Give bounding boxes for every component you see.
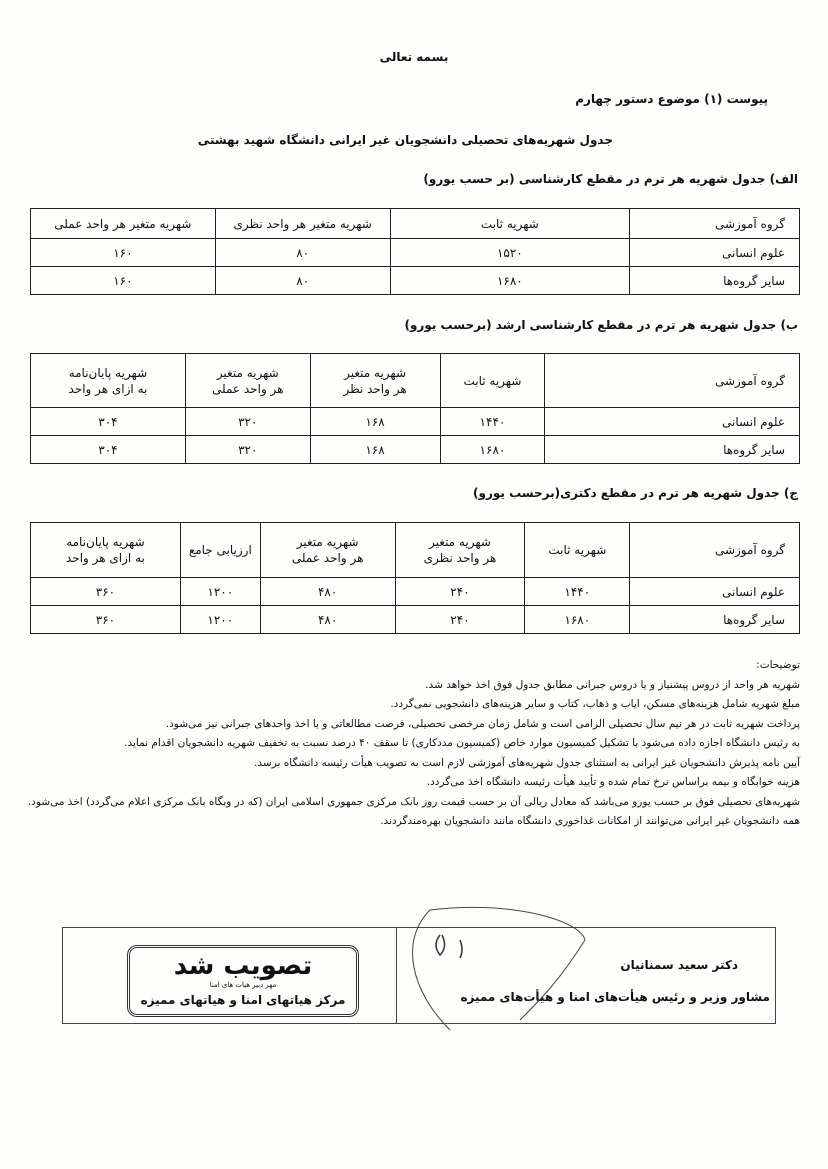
- table-cell: ۳۰۴: [30, 407, 186, 436]
- table-cell: علوم انسانی: [544, 407, 800, 436]
- table-row: علوم انسانی ۱۴۴۰ ۱۶۸ ۳۲۰ ۳۰۴: [30, 407, 800, 436]
- table-cell: ۱۵۲۰: [389, 238, 631, 267]
- table-cell: ۳۰۴: [30, 435, 186, 464]
- note-item: همه دانشجویان غیر ایرانی می‌توانند از ام…: [380, 815, 800, 827]
- table-cell: ۱۲۰۰: [179, 577, 261, 606]
- header-text: شهریه ثابت: [463, 373, 522, 388]
- note-item: هزینه خوابگاه و بیمه براساس نرخ تمام شده…: [426, 776, 800, 788]
- table-cell: ۱۶۰: [30, 238, 216, 267]
- table-cell: ۱۶۸۰: [524, 605, 631, 634]
- table-c-caption: ج) جدول شهریه هر ترم در مقطع دکتری(برحسب…: [473, 486, 798, 500]
- header-text: گروه آموزشی: [714, 543, 785, 557]
- note-item: مبلغ شهریه شامل هزینه‌های مسکن، ایاب و ذ…: [390, 698, 800, 710]
- note-item: پرداخت شهریه ثابت در هر نیم سال تحصیلی ا…: [165, 717, 800, 730]
- table-cell: ۳۲۰: [184, 435, 311, 464]
- signature-box: [62, 927, 776, 1024]
- note-item: آیین نامه پذیرش دانشجویان غیر ایرانی به …: [254, 756, 800, 769]
- header-text: به ازای هر واحد: [65, 551, 145, 565]
- table-cell: ۱۶۸۰: [439, 435, 546, 464]
- header-text: شهریه متغیر هر واحد عملی: [54, 216, 192, 231]
- header-text: شهریه متغیر: [296, 535, 359, 549]
- header-cell: شهریه متغیر هر واحد نظر: [309, 353, 441, 408]
- signature-scribble: [412, 906, 586, 1031]
- header-text: شهریه متغیر: [344, 365, 407, 380]
- header-text: به ازای هر واحد: [68, 381, 148, 396]
- note-item: به رئیس دانشگاه اجازه داده می‌شود با تشک…: [124, 737, 800, 749]
- header-text: گروه آموزشی: [714, 373, 785, 388]
- header-cell: شهریه متغیر هر واحد نظری: [214, 208, 391, 239]
- table-a: گروه آموزشی شهریه ثابت شهریه متغیر هر واحد…: [30, 208, 800, 295]
- table-cell: ۸۰: [214, 266, 391, 295]
- stamp-small: مهر دبیر هیات های امنا: [209, 981, 277, 989]
- table-c: گروه آموزشی شهریه ثابت شهریه متغیر هر واحد …: [30, 522, 800, 634]
- notes-title: توضیحات:: [756, 659, 800, 671]
- table-cell: ۱۲۰۰: [179, 605, 261, 634]
- table-a-caption: الف) جدول شهریه هر ترم در مقطع کارشناسی …: [423, 172, 798, 186]
- header-cell: شهریه متغیر هر واحد عملی: [30, 208, 216, 239]
- header-text: شهریه متغیر: [429, 535, 491, 549]
- table-cell: ۱۴۴۰: [524, 577, 631, 606]
- bismillah: بسمه تعالی: [379, 50, 449, 64]
- header-cell: شهریه پایان‌نامه به ازای هر واحد: [30, 353, 186, 408]
- header-cell: ارزیابی جامع: [179, 522, 261, 578]
- note-item: شهریه هر واحد از دروس پیشنیاز و یا دروس …: [425, 678, 800, 691]
- header-cell: شهریه ثابت: [439, 353, 546, 408]
- table-cell: علوم انسانی: [629, 238, 800, 267]
- table-b: گروه آموزشی شهریه ثابت شهریه متغیر هر واحد …: [30, 353, 800, 464]
- table-cell: ۱۶۸: [309, 407, 441, 436]
- stamp-approved: تصویب شد: [173, 951, 313, 981]
- signatory-position: مشاور وزیر و رئیس هیأت‌های امنا و هیأت‌ه…: [460, 990, 770, 1004]
- stamp-org: مرکز هیاتهای امنا و هیاتهای ممیزه: [140, 993, 346, 1007]
- approval-stamp: تصویب شد مهر دبیر هیات های امنا مرکز هیا…: [127, 945, 359, 1017]
- table-cell: سایر گروه‌ها: [629, 605, 800, 634]
- header-cell: شهریه متغیر هر واحد عملی: [259, 522, 396, 578]
- table-row: سایر گروه‌ها ۱۶۸۰ ۱۶۸ ۳۲۰ ۳۰۴: [30, 435, 800, 464]
- header-text: هر واحد نظری: [423, 551, 497, 565]
- header-cell: گروه آموزشی: [629, 522, 800, 578]
- table-cell: ۱۶۸: [309, 435, 441, 464]
- table-cell: ۳۶۰: [30, 605, 181, 634]
- header-text: هر واحد نظر: [343, 381, 407, 396]
- table-cell: سایر گروه‌ها: [629, 266, 800, 295]
- header-text: شهریه ثابت: [548, 543, 607, 557]
- header-cell: شهریه متغیر هر واحد عملی: [184, 353, 311, 408]
- header-text: گروه آموزشی: [714, 216, 785, 231]
- note-item: شهریه‌های تحصیلی فوق بر حسب یورو می‌باشد…: [27, 795, 800, 808]
- table-cell: ۱۴۴۰: [439, 407, 546, 436]
- table-cell: ۳۲۰: [184, 407, 311, 436]
- signatory-name: دکتر سعید سمنانیان: [620, 958, 738, 972]
- header-cell: شهریه ثابت: [389, 208, 631, 239]
- header-cell: شهریه پایان‌نامه به ازای هر واحد: [30, 522, 181, 578]
- header-text: شهریه پایان‌نامه: [66, 535, 145, 549]
- header-text: هر واحد عملی: [212, 381, 284, 396]
- table-b-caption: ب) جدول شهریه هر ترم در مقطع کارشناسی ار…: [404, 318, 798, 332]
- table-cell: ۲۴۰: [394, 605, 526, 634]
- document-title: جدول شهریه‌های تحصیلی دانشجویان غیر ایرا…: [197, 133, 613, 147]
- header-text: شهریه متغیر هر واحد نظری: [233, 216, 372, 231]
- table-cell: ۲۴۰: [394, 577, 526, 606]
- header-text: شهریه ثابت: [480, 216, 539, 231]
- table-cell: ۳۶۰: [30, 577, 181, 606]
- table-cell: ۸۰: [214, 238, 391, 267]
- table-cell: ۴۸۰: [259, 605, 396, 634]
- header-text: هر واحد عملی: [291, 551, 364, 565]
- notes: توضیحات: شهریه هر واحد از دروس پیشنیاز و…: [20, 656, 800, 832]
- table-row: علوم انسانی ۱۵۲۰ ۸۰ ۱۶۰: [30, 238, 800, 267]
- header-cell: شهریه ثابت: [524, 522, 631, 578]
- table-cell: علوم انسانی: [629, 577, 800, 606]
- table-cell: ۴۸۰: [259, 577, 396, 606]
- table-row: سایر گروه‌ها ۱۶۸۰ ۸۰ ۱۶۰: [30, 266, 800, 295]
- table-cell: ۱۶۰: [30, 266, 216, 295]
- table-cell: سایر گروه‌ها: [544, 435, 800, 464]
- header-text: شهریه متغیر: [216, 365, 279, 380]
- header-text: شهریه پایان‌نامه: [68, 365, 148, 380]
- header-cell: گروه آموزشی: [544, 353, 800, 408]
- table-row: علوم انسانی ۱۴۴۰ ۲۴۰ ۴۸۰ ۱۲۰۰ ۳۶۰: [30, 577, 800, 606]
- table-cell: ۱۶۸۰: [389, 266, 631, 295]
- header-cell: گروه آموزشی: [629, 208, 800, 239]
- table-row: سایر گروه‌ها ۱۶۸۰ ۲۴۰ ۴۸۰ ۱۲۰۰ ۳۶۰: [30, 605, 800, 634]
- attachment-label: پیوست (۱) موضوع دستور چهارم: [575, 92, 768, 106]
- header-cell: شهریه متغیر هر واحد نظری: [394, 522, 526, 578]
- header-text: ارزیابی جامع: [188, 543, 252, 557]
